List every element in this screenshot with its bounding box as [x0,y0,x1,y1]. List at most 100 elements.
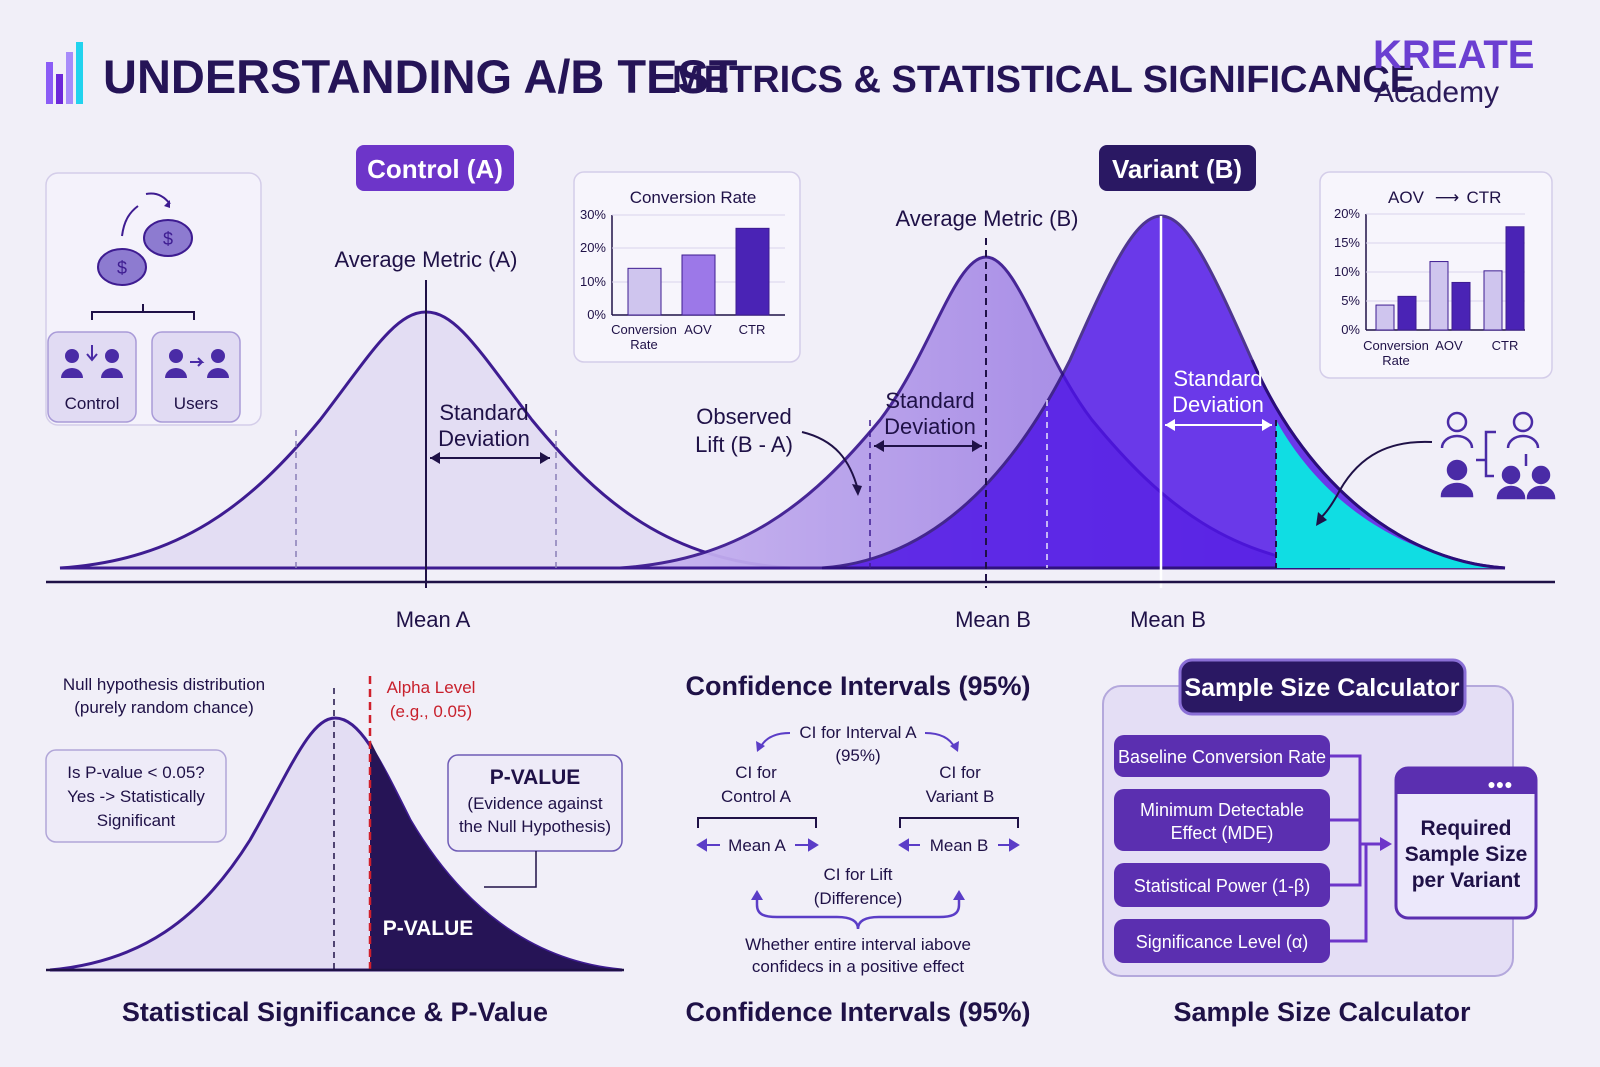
significance-answer: Yes -> Statistically [67,787,205,806]
ci-control-sub: Control A [721,787,792,806]
ci-variant-label: CI for [939,763,981,782]
aov-ctr-chart-title2: CTR [1467,188,1502,207]
bar-aov-s1 [1429,261,1449,331]
control-pill-label: Control (A) [367,154,503,184]
calculator-connectors [1330,754,1380,943]
window-dots-icon: ●●● [1487,776,1512,792]
right-x-tick-ctr: CTR [1492,338,1519,353]
mean-a-label: Mean A [396,607,471,632]
users-card-label: Users [174,394,218,413]
ci-lift-sub: (Difference) [814,889,903,908]
left-y-tick-10: 10% [580,274,606,289]
ci-control-label: CI for [735,763,777,782]
ci-lift-brace [755,895,961,930]
null-hypothesis-sub: (purely random chance) [74,698,254,717]
p-value-callout [447,754,623,852]
confidence-top-title: Confidence Intervals (95%) [685,671,1030,701]
lift-arrow [801,431,859,491]
right-y-tick-20: 20% [1334,206,1360,221]
confidence-section-title: Confidence Intervals (95%) [685,997,1030,1027]
ci-mean-b: Mean B [930,836,989,855]
std-dev-arrow-b2 [1165,419,1272,431]
left-x-tick-rate: Rate [630,337,657,352]
bar-ctr-s2 [1505,226,1525,331]
ci-mean-a: Mean A [728,836,786,855]
ci-variant-bracket [899,817,1019,828]
input-significance-label: Significance Level (α) [1136,932,1309,952]
p-value-callout-line2: the Null Hypothesis) [459,817,611,836]
control-card-label: Control [65,394,120,413]
observed-lift-label: Observed [696,404,791,429]
coins-icon: $ $ [97,192,193,286]
std-dev-label-b3: Standard [1173,366,1262,391]
right-y-tick-0: 0% [1341,322,1360,337]
output-line3: per Variant [1412,869,1521,892]
calculator-title-pill [1178,658,1467,716]
input-baseline-conversion[interactable] [1114,735,1330,777]
left-y-tick-20: 20% [580,240,606,255]
alpha-level-label: Alpha Level [387,678,476,697]
significance-question-box [45,749,227,843]
right-y-tick-5: 5% [1341,293,1360,308]
control-group-icon [61,345,123,378]
output-line2: Sample Size [1405,843,1528,866]
bar-aov [681,254,716,316]
observed-lift-label2: Lift (B - A) [695,432,793,457]
brand-logo: KREATE [1373,33,1534,77]
significance-question: Is P-value < 0.05? [67,763,205,782]
conversion-chart [611,214,785,316]
ci-variant-sub: Variant B [926,787,995,806]
avg-metric-a-label: Average Metric (A) [335,247,518,272]
ci-interval-sub: (95%) [835,746,880,765]
left-y-tick-0: 0% [587,307,606,322]
significance-answer2: Significant [97,811,176,830]
ci-lift-label: CI for Lift [824,865,893,884]
p-value-callout-title: P-VALUE [490,766,581,789]
std-dev-label-b2: Deviation [884,414,976,439]
aov-ctr-arrow-icon: ⟶ [1435,188,1459,207]
input-mde[interactable] [1114,789,1330,851]
avg-metric-b-label: Average Metric (B) [896,206,1079,231]
user-split-icon [1440,411,1556,500]
ci-mean-b-arrows [898,838,1020,852]
null-hypothesis-label: Null hypothesis distribution [63,675,265,694]
calculator-section-title: Sample Size Calculator [1173,997,1471,1027]
input-baseline-label: Baseline Conversion Rate [1118,747,1326,767]
ci-mean-a-arrows [696,838,819,852]
svg-text:$: $ [163,229,173,249]
mean-b2-label: Mean B [1130,607,1206,632]
page-title: UNDERSTANDING A/B TEST [103,50,738,103]
std-dev-arrow-a [430,452,550,464]
callout-connector [484,851,537,888]
input-statistical-power[interactable] [1114,863,1330,907]
std-dev-label-b: Standard [885,388,974,413]
tail-pointer-arrow [1317,440,1433,521]
page-subtitle: METRICS & STATISTICAL SIGNIFICANCE [672,59,1415,101]
users-split-icon [165,349,229,378]
left-x-tick-aov: AOV [684,322,712,337]
mean-b-label: Mean B [955,607,1031,632]
svg-text:$: $ [117,258,127,278]
right-x-tick-aov: AOV [1435,338,1463,353]
right-x-tick-rate: Rate [1382,353,1409,368]
output-line1: Required [1420,817,1511,840]
left-x-tick-conversion: Conversion [611,322,677,337]
left-x-tick-ctr: CTR [739,322,766,337]
p-value-area [370,740,622,970]
ci-control-bracket [697,817,817,828]
variant-tail-highlight [1276,420,1505,568]
variant-pill [1099,145,1256,191]
input-mde-label2: Effect (MDE) [1171,823,1274,843]
input-mde-label: Minimum Detectable [1140,800,1304,820]
control-pill [356,145,514,191]
std-dev-arrow-b [874,440,982,452]
std-dev-label-a: Standard [439,400,528,425]
input-significance-level[interactable] [1114,919,1330,963]
right-y-tick-15: 15% [1334,235,1360,250]
conversion-chart-title: Conversion Rate [630,188,757,207]
right-x-tick-conversion: Conversion [1363,338,1429,353]
left-y-tick-30: 30% [580,207,606,222]
aov-ctr-chart-title: AOV [1388,188,1425,207]
significance-section-title: Statistical Significance & P-Value [122,997,548,1027]
aov-ctr-chart [1365,213,1525,331]
